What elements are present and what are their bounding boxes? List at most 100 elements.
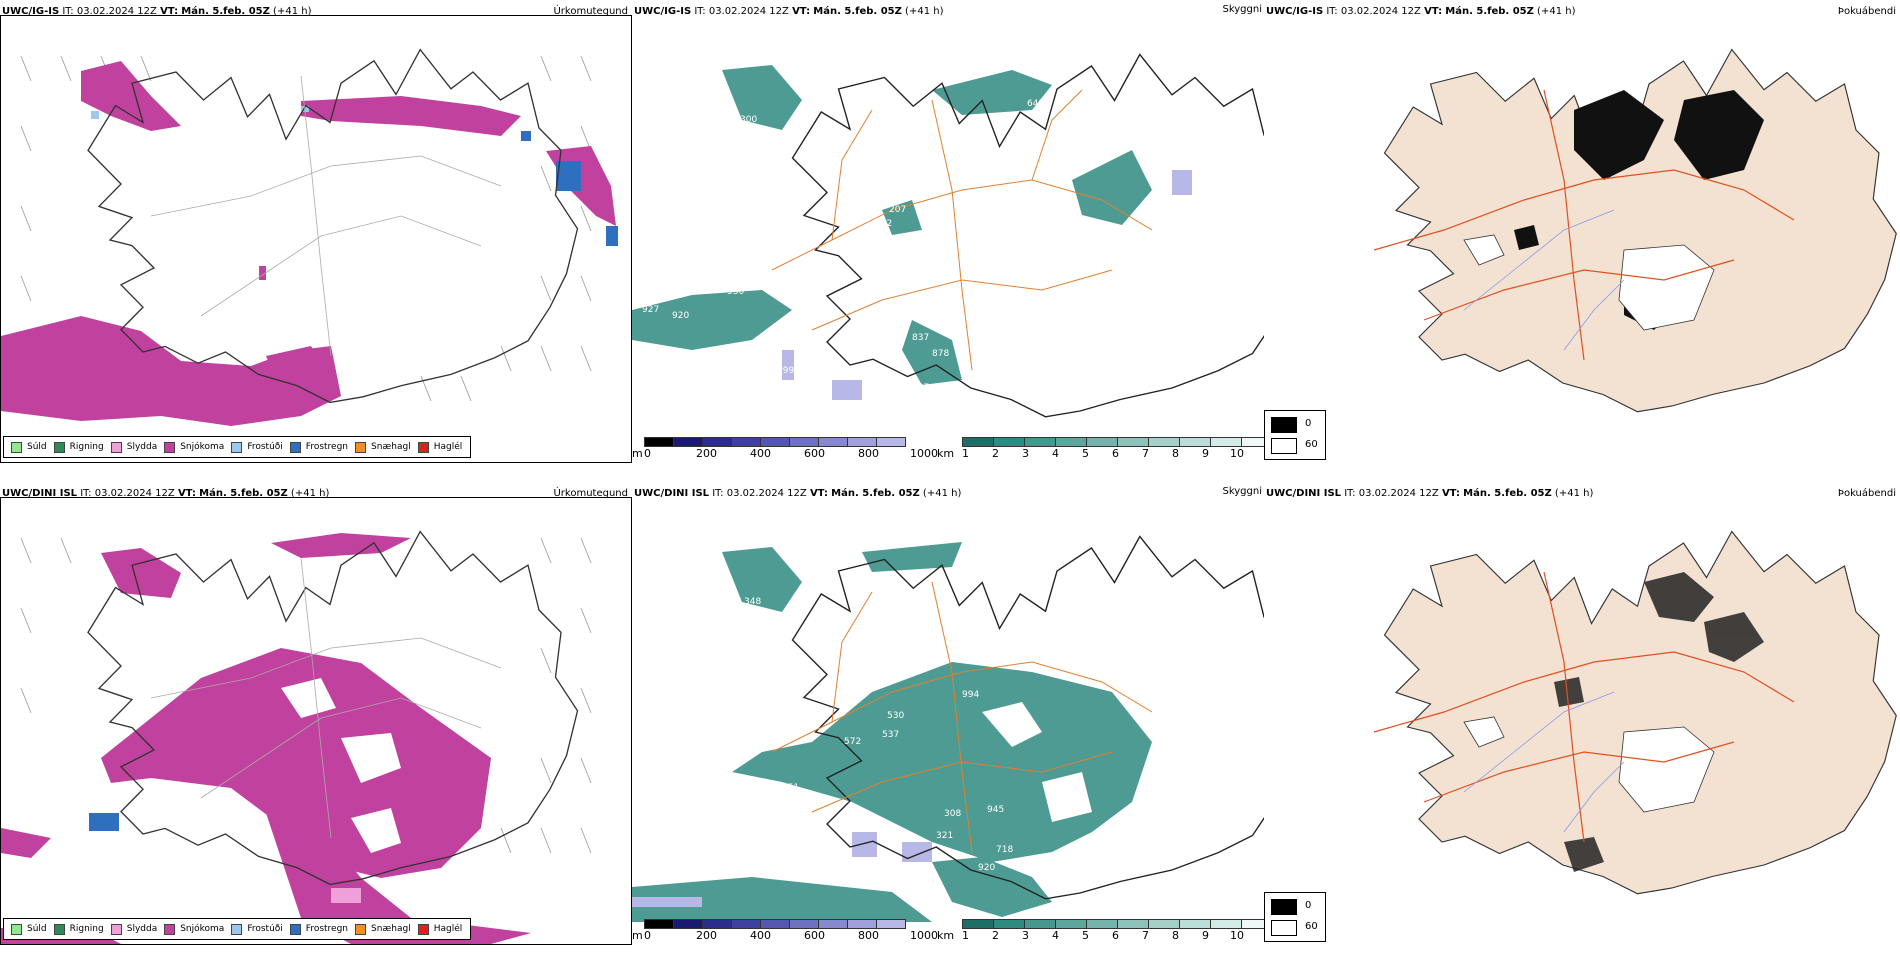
panel-header: UWC/IG-IS IT: 03.02.2024 12Z VT: Mán. 5.… [634,6,944,17]
panel-title: Skyggni [1222,4,1262,15]
panel-title: Úrkomutegund [553,488,628,499]
visibility-labels: 348 994 530 572 537 851 308 945 321 718 … [744,597,1013,873]
panel-header: UWC/DINI ISL IT: 03.02.2024 12Z VT: Mán.… [1266,488,1594,499]
legend-item: Slydda [110,923,157,935]
valid-time: Mán. 5.feb. 05Z [199,488,288,499]
vis-label: 641 [1027,99,1044,109]
vis-label: 987 [912,383,929,393]
lead-time: (+41 h) [905,6,944,17]
legend-item: Súld [11,441,47,453]
legend-item: Snæhagl [355,923,411,935]
fog-index-panel-top: UWC/IG-IS IT: 03.02.2024 12Z VT: Mán. 5.… [1264,0,1900,475]
top-row: UWC/IG-IS IT: 03.02.2024 12Z VT: Mán. 5.… [0,0,1900,475]
road-network [771,581,1153,853]
vis-label: 837 [912,333,929,343]
road-lines [150,75,502,357]
sleet-spots [331,888,361,903]
fog-legend: 0 60 [1264,410,1326,460]
lead-time: (+41 h) [1554,488,1594,499]
fog-high-swatch [1271,899,1297,915]
init-time: 03.02.2024 12Z [76,6,157,17]
vis-label: 530 [887,711,904,721]
road-network [1373,89,1795,361]
legend-item: Súld [11,923,47,935]
precip-map [1,530,592,944]
clear-patches [982,702,1092,822]
river-lines [1463,691,1625,833]
vis-label: 945 [987,805,1004,815]
valid-time: Mán. 5.feb. 05Z [831,488,920,499]
vis-label: 348 [744,597,761,607]
precip-type-legend: Súld Rigning Slydda Snjókoma Frostúði Fr… [3,918,471,940]
precip-map-frame: Súld Rigning Slydda Snjókoma Frostúði Fr… [0,15,632,463]
legend-item: Haglél [417,923,462,935]
visibility-panel-top: UWC/IG-IS IT: 03.02.2024 12Z VT: Mán. 5.… [632,0,1273,475]
elevation-color-scale [644,919,906,929]
visibility-labels: 300 641 927 920 930 207 512 837 878 799 … [642,99,1044,393]
panel-header: UWC/DINI ISL IT: 03.02.2024 12Z VT: Mán.… [634,488,962,499]
init-time: 03.02.2024 12Z [726,488,807,499]
visibility-map: 300 641 927 920 930 207 512 837 878 799 … [632,53,1264,418]
model-name: UWC/DINI ISL [2,488,78,499]
fog-map [1373,48,1897,413]
legend-item: Snjókoma [164,441,224,453]
snow-visibility-spots [782,170,1192,400]
legend-item: Frostregn [289,923,348,935]
fog-low-swatch [1271,438,1297,454]
init-time: 03.02.2024 12Z [708,6,789,17]
init-time: 03.02.2024 12Z [94,488,175,499]
vis-label: 920 [978,863,995,873]
precip-map-frame: Súld Rigning Slydda Snjókoma Frostúði Fr… [0,497,632,945]
valid-time: Mán. 5.feb. 05Z [181,6,270,17]
lead-time: (+41 h) [922,488,962,499]
iceland-land [1383,530,1897,895]
init-time: 03.02.2024 12Z [1358,488,1439,499]
model-name: UWC/IG-IS [2,6,60,17]
panel-title: Úrkomutegund [553,6,628,17]
freezing-rain-spots [89,813,119,831]
legend-item: Frostúði [231,441,283,453]
legend-item: Frostúði [231,923,283,935]
wind-barbs [20,537,592,854]
fog-index-panel-bottom: UWC/DINI ISL IT: 03.02.2024 12Z VT: Mán.… [1264,482,1900,957]
visibility-map: 348 994 530 572 537 851 308 945 321 718 … [632,535,1264,922]
road-lines [150,557,502,839]
fog-legend: 0 60 [1264,892,1326,942]
model-name: UWC/DINI ISL [1266,488,1342,499]
precip-map [1,48,618,426]
panel-title: Þokuábendi [1837,6,1896,17]
legend-item: Slydda [110,441,157,453]
vis-label: 718 [996,845,1013,855]
panel-header: UWC/IG-IS IT: 03.02.2024 12Z VT: Mán. 5.… [1266,6,1576,17]
visibility-panel-bottom: UWC/DINI ISL IT: 03.02.2024 12Z VT: Mán.… [632,482,1273,957]
legend-item: Snæhagl [355,441,411,453]
clear-patches [281,678,401,853]
legend-item: Haglél [417,441,462,453]
model-name: UWC/DINI ISL [634,488,710,499]
vis-label: 994 [962,690,979,700]
model-name: UWC/IG-IS [1266,6,1324,17]
vis-label: 537 [882,730,899,740]
valid-time: Mán. 5.feb. 05Z [1445,6,1534,17]
vis-label: 878 [932,349,949,359]
vis-label: 930 [727,287,744,297]
low-visibility-areas [632,65,1152,385]
precip-type-panel-top: UWC/IG-IS IT: 03.02.2024 12Z VT: Mán. 5.… [0,0,632,475]
it-label: IT: [62,6,74,17]
freezing-rain-spots [521,131,618,246]
panel-header: UWC/IG-IS IT: 03.02.2024 12Z VT: Mán. 5.… [2,6,311,17]
elevation-color-scale [644,437,906,447]
precip-type-panel-bottom: UWC/DINI ISL IT: 03.02.2024 12Z VT: Mán.… [0,482,632,957]
vis-label: 512 [875,219,892,229]
fog-low-swatch [1271,920,1297,936]
fog-high-areas [1554,572,1764,872]
lead-time: (+41 h) [1537,6,1576,17]
glacier-areas [1463,716,1715,813]
fog-map [1373,530,1897,895]
legend-item: Frostregn [289,441,348,453]
vis-label: 851 [782,783,799,793]
glacier-areas [1463,234,1715,331]
vis-label: 799 [777,366,794,376]
legend-item: Rigning [53,441,104,453]
vis-label: 920 [672,311,689,321]
